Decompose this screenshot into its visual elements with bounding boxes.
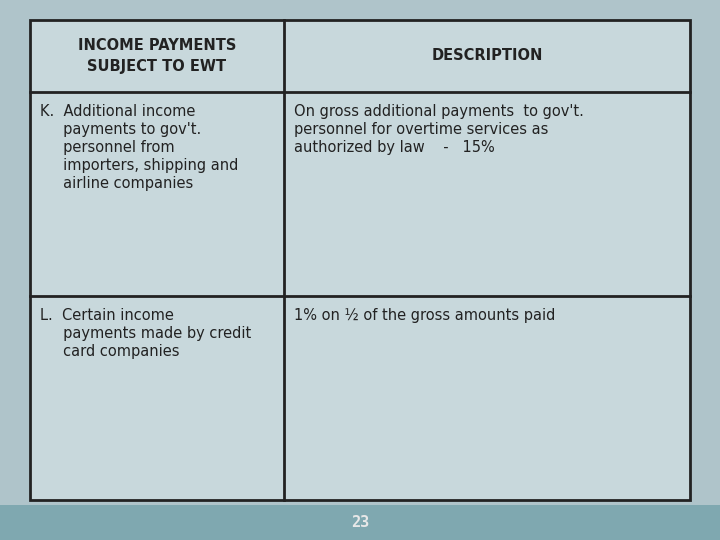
Text: card companies: card companies [40, 344, 179, 359]
Bar [0, 505, 720, 540]
Text: payments to gov't.: payments to gov't. [40, 122, 202, 137]
Text: L.  Certain income: L. Certain income [40, 308, 174, 323]
Text: 23: 23 [351, 515, 369, 530]
Text: 1% on ½ of the gross amounts paid: 1% on ½ of the gross amounts paid [294, 308, 555, 323]
Text: personnel for overtime services as: personnel for overtime services as [294, 122, 549, 137]
Text: K.  Additional income: K. Additional income [40, 104, 195, 119]
Text: INCOME PAYMENTS
SUBJECT TO EWT: INCOME PAYMENTS SUBJECT TO EWT [78, 38, 236, 74]
Text: personnel from: personnel from [40, 140, 175, 155]
Text: DESCRIPTION: DESCRIPTION [431, 49, 543, 64]
Text: authorized by law    -   15%: authorized by law - 15% [294, 140, 495, 155]
Bar [30, 20, 690, 500]
Text: On gross additional payments  to gov't.: On gross additional payments to gov't. [294, 104, 584, 119]
Text: airline companies: airline companies [40, 176, 193, 191]
Text: importers, shipping and: importers, shipping and [40, 158, 238, 173]
Text: payments made by credit: payments made by credit [40, 326, 251, 341]
